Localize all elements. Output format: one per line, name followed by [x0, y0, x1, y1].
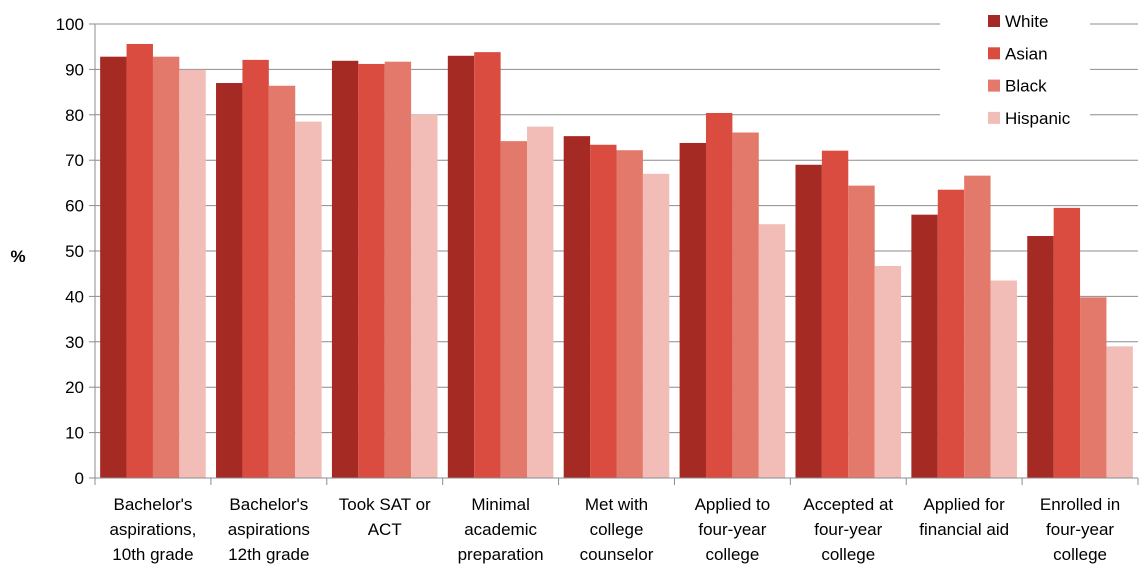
y-tick-label: 20 [65, 378, 84, 397]
x-category-label-line: Bachelor's [114, 495, 193, 514]
x-category-label-line: aspirations, [109, 520, 196, 539]
x-category-labels: Bachelor's aspirations, 10th gradeBachelor… [109, 495, 1120, 564]
y-tick-label: 100 [56, 15, 84, 34]
x-category-label-line: financial aid [919, 520, 1009, 539]
bars [100, 43, 1133, 479]
bar-asian [590, 144, 617, 479]
x-category-label: Applied for financial aid [919, 495, 1009, 539]
legend-swatch [988, 15, 1000, 27]
bar-hispanic [990, 280, 1017, 478]
bar-hispanic [874, 265, 902, 478]
legend-label: Black [1005, 77, 1047, 96]
x-category-label: Accepted at four-year college [803, 495, 893, 564]
bar-asian [242, 59, 269, 479]
bar-asian [705, 112, 733, 478]
bar-asian [474, 52, 501, 478]
bar-asian [821, 150, 849, 478]
x-category-label: Took SAT or ACT [339, 495, 431, 539]
y-tick-label: 30 [65, 333, 84, 352]
x-category-label-line: academic [464, 520, 537, 539]
bar-hispanic [1106, 346, 1133, 478]
bar-hispanic [295, 121, 322, 479]
x-category-label: Met with college counselor [580, 495, 654, 564]
bar-hispanic [527, 126, 554, 478]
legend: White Asian Black Hispanic [940, 6, 1090, 142]
y-tick-label: 80 [65, 106, 84, 125]
bar-black [152, 56, 180, 479]
bar-white [100, 56, 127, 479]
y-tick-label: 0 [75, 469, 84, 488]
bar-white [447, 55, 475, 478]
y-tick-label: 40 [65, 287, 84, 306]
bar-white [911, 214, 938, 478]
x-category-label-line: ACT [368, 520, 402, 539]
legend-swatch [988, 79, 1000, 92]
x-category-label-line: four-year [814, 520, 882, 539]
bar-white [679, 142, 706, 478]
y-tick-label: 70 [65, 151, 84, 170]
bar-hispanic [642, 173, 670, 478]
x-category-label-line: Bachelor's [229, 495, 308, 514]
y-axis-label: % [10, 247, 25, 266]
bar-hispanic [179, 69, 206, 478]
bar-white [563, 136, 591, 478]
x-category-label-line: college [705, 545, 759, 564]
bar-white [331, 60, 359, 479]
x-category-label-line: four-year [698, 520, 766, 539]
bar-asian [358, 63, 385, 479]
legend-label: White [1005, 12, 1048, 31]
bar-black [1080, 297, 1107, 478]
legend-label: Hispanic [1005, 109, 1071, 128]
x-category-label-line: preparation [458, 545, 544, 564]
x-category-label: Enrolled in four-year college [1040, 495, 1120, 564]
x-category-label-line: college [1053, 545, 1107, 564]
y-tick-label: 60 [65, 197, 84, 216]
x-category-label-line: Applied to [695, 495, 771, 514]
x-category-label-line: Enrolled in [1040, 495, 1120, 514]
bar-black [964, 175, 991, 479]
bar-asian [1053, 207, 1081, 478]
bar-white [795, 164, 822, 479]
y-tick-label: 10 [65, 424, 84, 443]
bar-black [384, 61, 412, 478]
x-category-label-line: four-year [1046, 520, 1114, 539]
legend-label: Asian [1005, 44, 1048, 63]
x-category-label: Applied to four-year college [695, 495, 771, 564]
x-category-label-line: Met with [585, 495, 648, 514]
bar-white [216, 83, 243, 479]
x-category-label-line: Applied for [924, 495, 1006, 514]
x-category-label-line: college [821, 545, 875, 564]
legend-swatch [988, 47, 1000, 60]
x-category-label-line: Took SAT or [339, 495, 431, 514]
x-category-label: Bachelor's aspirations 12th grade [228, 495, 310, 564]
y-tick-labels: 0 10 20 30 40 50 60 70 80 90 100 [56, 15, 84, 488]
bar-hispanic [758, 224, 786, 478]
bar-hispanic [411, 114, 438, 478]
bar-asian [126, 43, 153, 478]
bar-black [500, 141, 528, 478]
y-tick-label: 90 [65, 60, 84, 79]
bar-black [848, 185, 875, 478]
bar-black [268, 85, 296, 478]
x-category-label-line: Accepted at [803, 495, 893, 514]
x-category-label-line: 12th grade [228, 545, 309, 564]
axes [89, 23, 1139, 485]
x-category-label-line: Minimal [471, 495, 530, 514]
bar-black [616, 150, 643, 478]
bar-white [1027, 236, 1054, 478]
y-tick-label: 50 [65, 242, 84, 261]
bar-asian [937, 189, 965, 478]
x-category-label: Bachelor's aspirations, 10th grade [109, 495, 196, 564]
x-category-label: Minimal academic preparation [458, 495, 544, 564]
x-category-label-line: counselor [580, 545, 654, 564]
bar-black [732, 132, 759, 479]
x-category-label-line: college [590, 520, 644, 539]
legend-swatch [988, 111, 1000, 124]
x-category-label-line: 10th grade [112, 545, 193, 564]
legend-background [940, 6, 1090, 142]
x-category-label-line: aspirations [228, 520, 310, 539]
